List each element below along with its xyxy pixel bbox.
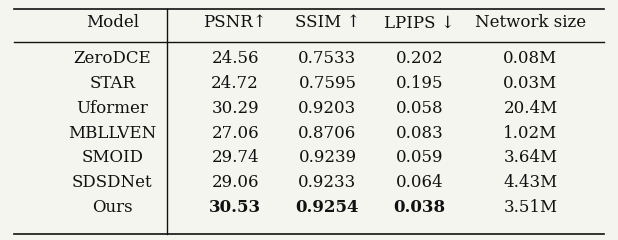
Text: 0.9239: 0.9239 [298,150,357,167]
Text: 20.4M: 20.4M [503,100,557,117]
Text: Model: Model [86,14,138,31]
Text: 0.8706: 0.8706 [298,125,357,142]
Text: 29.06: 29.06 [211,174,259,191]
Text: 0.038: 0.038 [394,199,446,216]
Text: LPIPS ↓: LPIPS ↓ [384,14,455,31]
Text: 0.03M: 0.03M [503,75,557,92]
Text: 0.058: 0.058 [396,100,444,117]
Text: SMOID: SMOID [81,150,143,167]
Text: 0.064: 0.064 [396,174,444,191]
Text: 1.02M: 1.02M [503,125,557,142]
Text: 3.51M: 3.51M [504,199,557,216]
Text: STAR: STAR [89,75,135,92]
Text: 0.7595: 0.7595 [298,75,357,92]
Text: 0.08M: 0.08M [503,50,557,67]
Text: 30.29: 30.29 [211,100,259,117]
Text: ZeroDCE: ZeroDCE [74,50,151,67]
Text: Network size: Network size [475,14,586,31]
Text: 4.43M: 4.43M [503,174,557,191]
Text: SDSDNet: SDSDNet [72,174,153,191]
Text: 0.083: 0.083 [396,125,444,142]
Text: 0.059: 0.059 [396,150,444,167]
Text: 29.74: 29.74 [211,150,259,167]
Text: MBLLVEN: MBLLVEN [68,125,156,142]
Text: 3.64M: 3.64M [504,150,557,167]
Text: 0.9203: 0.9203 [298,100,357,117]
Text: 24.56: 24.56 [211,50,259,67]
Text: Ours: Ours [92,199,132,216]
Text: 0.202: 0.202 [396,50,444,67]
Text: 0.9254: 0.9254 [295,199,359,216]
Text: 30.53: 30.53 [209,199,261,216]
Text: 27.06: 27.06 [211,125,259,142]
Text: 0.195: 0.195 [396,75,444,92]
Text: 24.72: 24.72 [211,75,259,92]
Text: PSNR↑: PSNR↑ [203,14,267,31]
Text: SSIM ↑: SSIM ↑ [295,14,360,31]
Text: 0.7533: 0.7533 [298,50,357,67]
Text: 0.9233: 0.9233 [298,174,357,191]
Text: Uformer: Uformer [76,100,148,117]
